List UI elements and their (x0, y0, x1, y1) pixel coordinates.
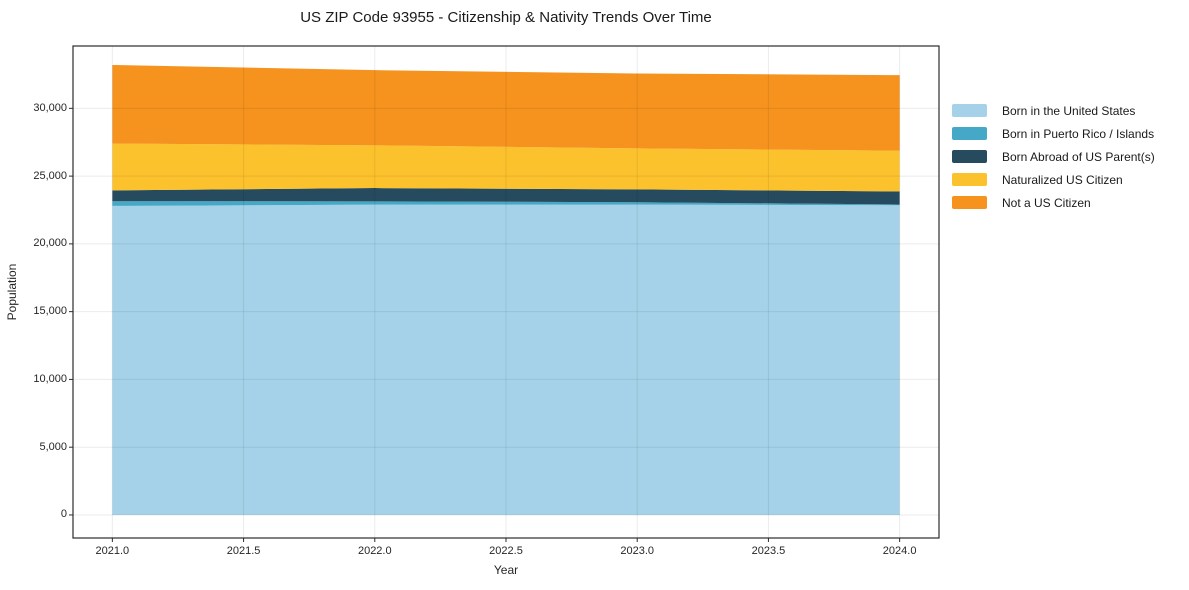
area-born-abroad-of-us-parent-s (112, 188, 900, 205)
y-tick-label: 5,000 (39, 440, 67, 453)
y-tick-label: 30,000 (33, 101, 67, 114)
y-tick-label: 20,000 (33, 237, 67, 250)
chart-title: US ZIP Code 93955 - Citizenship & Nativi… (300, 9, 712, 26)
x-tick-label: 2022.5 (489, 545, 523, 557)
legend-label: Born in the United States (1002, 103, 1136, 118)
legend-swatch-born-in-the-united-states (952, 104, 987, 117)
y-tick-label: 15,000 (33, 305, 67, 318)
area-naturalized-us-citizen (112, 143, 900, 192)
x-axis-label: Year (493, 563, 519, 577)
legend-item-born-in-the-united-states: Born in the United States (952, 103, 1155, 118)
legend-label: Naturalized US Citizen (1002, 172, 1123, 187)
x-tick-label: 2022.0 (357, 545, 392, 557)
legend-item-born-in-puerto-rico-islands: Born in Puerto Rico / Islands (952, 126, 1155, 141)
legend-item-born-abroad-of-us-parent-s: Born Abroad of US Parent(s) (952, 149, 1155, 164)
legend-swatch-born-in-puerto-rico-islands (952, 127, 987, 140)
x-tick-label: 2023.0 (620, 545, 655, 557)
y-axis-label: Population (5, 263, 19, 321)
legend: Born in the United States Born in Puerto … (952, 104, 1155, 219)
y-tick-label: 0 (60, 508, 67, 521)
y-tick-label: 10,000 (33, 372, 67, 385)
area-not-a-us-citizen (112, 64, 900, 151)
legend-swatch-naturalized-us-citizen (952, 173, 987, 186)
legend-swatch-born-abroad-of-us-parent-s (952, 150, 987, 163)
legend-label: Not a US Citizen (1002, 195, 1091, 210)
x-tick-label: 2021.5 (226, 545, 261, 557)
legend-swatch-not-a-us-citizen (952, 196, 987, 209)
x-tick-label: 2021.0 (95, 545, 130, 557)
legend-item-naturalized-us-citizen: Naturalized US Citizen (952, 172, 1155, 187)
x-tick-label: 2023.5 (751, 545, 786, 557)
legend-label: Born in Puerto Rico / Islands (1002, 126, 1155, 141)
area-born-in-the-united-states (112, 204, 900, 515)
area-born-in-puerto-rico-islands (112, 201, 900, 206)
x-tick-label: 2024.0 (882, 545, 917, 557)
y-tick-label: 25,000 (33, 169, 67, 182)
legend-item-not-a-us-citizen: Not a US Citizen (952, 195, 1155, 210)
legend-label: Born Abroad of US Parent(s) (1002, 149, 1155, 164)
